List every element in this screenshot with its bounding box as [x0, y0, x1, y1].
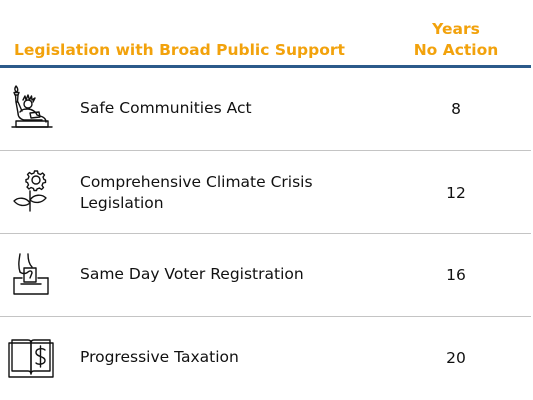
- years-heading-line2: No Action: [413, 41, 499, 59]
- row-divider: [0, 233, 531, 234]
- table-heading-legislation: Legislation with Broad Public Support: [14, 41, 345, 59]
- row-label: Progressive Taxation: [80, 348, 239, 366]
- row-label: Safe Communities Act: [80, 99, 252, 117]
- table-row-progressive-taxation: Progressive Taxation 20: [0, 317, 531, 400]
- row-years-value: 12: [446, 184, 466, 202]
- table-row-safe-communities: Safe Communities Act 8: [0, 68, 531, 150]
- gear-plant-icon: [6, 167, 56, 217]
- row-label: Comprehensive Climate Crisis Legislation: [80, 172, 380, 214]
- table-row-climate-crisis: Comprehensive Climate Crisis Legislation…: [0, 151, 531, 233]
- statue-of-liberty-icon: [6, 82, 56, 132]
- table-row-voter-registration: Same Day Voter Registration 16: [0, 234, 531, 316]
- years-heading-line1: Years: [432, 20, 480, 38]
- row-years-value: 8: [451, 100, 461, 118]
- row-years-value: 20: [446, 349, 466, 367]
- ballot-box-icon: [6, 250, 56, 300]
- row-years-value: 16: [446, 266, 466, 284]
- dollar-book-icon: [6, 333, 56, 383]
- row-label-line2: Legislation: [80, 194, 164, 212]
- row-divider: [0, 150, 531, 151]
- row-label-line1: Comprehensive Climate Crisis: [80, 173, 313, 191]
- header-rule: [0, 65, 531, 68]
- row-divider: [0, 316, 531, 317]
- table-heading-years: Years No Action: [404, 19, 508, 61]
- row-label: Same Day Voter Registration: [80, 265, 304, 283]
